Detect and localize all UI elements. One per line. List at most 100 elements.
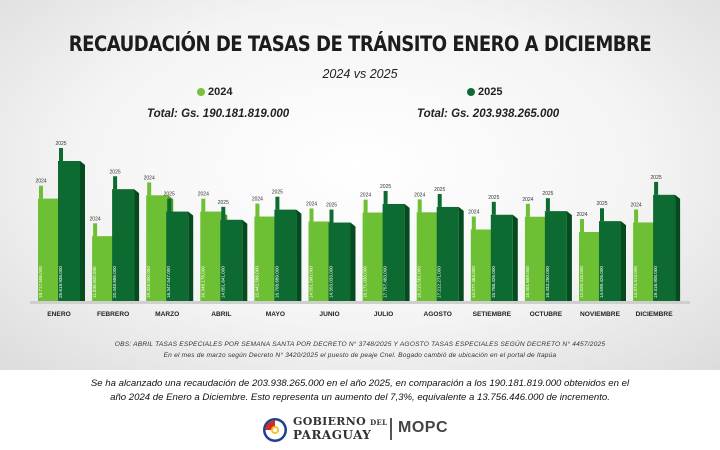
bar-marker-2025-enero [59,148,63,161]
bar-value-label-2025-agosto: 17.212.271.000 [437,266,442,298]
bar-2024-diciembre [633,222,656,301]
bar-marker-2024-octubre [525,203,530,217]
bar-side-2025-abril [242,219,248,301]
bar-marker-2024-diciembre [634,209,639,223]
bar-marker-2025-mayo [275,196,280,210]
bar-year-label-2025-setiembre: 2025 [488,195,499,201]
bar-marker-2024-noviembre [580,219,584,233]
category-label-febrero: FEBRERO [97,311,129,318]
bar-year-label-2025-abril: 2025 [218,200,229,206]
bar-year-label-2025-febrero: 2025 [110,169,121,175]
bar-marker-2024-agosto [417,199,422,213]
category-label-diciembre: DICIEMBRE [636,311,674,318]
legend-2024-dot-icon [197,88,205,96]
bar-value-label-2024-junio: 14.551.560.000 [309,266,314,298]
bar-marker-2025-febrero [113,176,118,190]
bar-side-2025-agosto [458,206,464,301]
bar-marker-2024-julio [363,199,368,213]
category-label-noviembre: NOVIEMBRE [580,311,621,318]
bar-marker-2025-marzo [167,198,172,212]
bar-value-label-2025-marzo: 16.347.547.000 [166,266,171,298]
bar-year-label-2024-diciembre: 2024 [631,202,642,208]
bar-side-2025-junio [350,222,356,301]
bar-value-label-2024-agosto: 16.215.561.000 [417,266,422,298]
bar-2024-febrero [92,236,115,301]
bar-year-label-2025-marzo: 2025 [164,192,175,198]
bar-2025-octubre [544,211,567,301]
bar-year-label-2024-octubre: 2024 [522,197,533,203]
bar-2025-julio [382,203,405,301]
bar-value-label-2025-octubre: 16.433.250.000 [545,266,550,298]
bar-year-label-2024-abril: 2024 [198,192,209,198]
category-label-enero: ENERO [47,311,70,318]
bar-year-label-2024-junio: 2024 [306,201,317,207]
bar-value-label-2024-setiembre: 13.077.463.000 [471,266,476,298]
bar-marker-2025-junio [329,209,334,223]
bar-side-2025-mayo [296,209,302,301]
bar-2025-mayo [274,209,297,301]
bar-2024-enero [38,198,60,301]
obs-note: OBS: ABRIL TASAS ESPECIALES POR SEMANA S… [114,341,606,348]
bar-value-label-2025-noviembre: 14.599.426.000 [599,266,604,298]
bar-year-label-2025-diciembre: 2025 [651,175,662,181]
bar-chart: 2024 18.717.506.000 2025 25.619.938.000 ENER… [30,141,690,318]
bar-2024-abril [200,211,223,301]
bar-value-label-2024-febrero: 11.838.000.000 [92,266,97,298]
legend-2025-label: 2025 [478,86,503,98]
bar-value-label-2024-abril: 16.348.178.000 [200,266,205,298]
bar-value-label-2025-febrero: 20.448.686.000 [112,266,117,298]
bar-value-label-2025-enero: 25.619.938.000 [58,266,63,298]
bar-2024-agosto [416,212,439,301]
bar-value-label-2024-noviembre: 12.620.418.000 [579,266,584,298]
bar-year-label-2024-mayo: 2024 [252,197,263,203]
bar-2024-julio [362,212,385,301]
bar-marker-2024-setiembre [471,216,476,230]
bar-side-2025-octubre [566,211,572,301]
bar-marker-2024-marzo [147,182,152,196]
bar-2024-setiembre [470,229,493,301]
bar-2025-diciembre [653,194,676,301]
bar-marker-2025-octubre [545,198,550,212]
bar-year-label-2025-enero: 2025 [55,141,66,147]
gov-line2: PARAGUAY [293,428,372,442]
gov-line1: GOBIERNO [293,415,366,428]
category-label-julio: JULIO [374,311,393,318]
bar-marker-2025-agosto [437,193,442,207]
bar-side-2025-diciembre [675,194,681,301]
bar-year-label-2025-agosto: 2025 [434,187,445,193]
bar-marker-2024-junio [309,208,314,222]
bar-year-label-2024-julio: 2024 [360,193,371,199]
bar-marker-2025-diciembre [654,181,659,195]
footer: GOBIERNO DEL PARAGUAY MOPC [0,412,720,444]
bar-marker-2024-enero [39,185,43,199]
bar-side-2025-julio [404,203,410,301]
government-seal-icon [263,418,287,442]
bar-value-label-2025-julio: 17.757.483.000 [383,266,388,298]
bar-value-label-2025-diciembre: 19.416.908.000 [653,266,658,298]
bar-2025-marzo [166,211,189,301]
total-2024: Total: Gs. 190.181.819.000 [147,108,290,120]
bar-side-2025-setiembre [512,214,518,301]
chart-subtitle: 2024 vs 2025 [322,67,398,81]
bar-value-label-2025-mayo: 16.708.689.000 [274,266,279,298]
bar-year-label-2025-julio: 2025 [380,184,391,190]
bar-value-label-2024-marzo: 19.326.000.000 [146,266,151,298]
bar-2025-agosto [436,206,459,301]
category-label-octubre: OCTUBRE [530,311,563,318]
bar-side-2025-enero [80,161,85,301]
legend-2025-dot-icon [467,88,475,96]
bar-year-label-2024-agosto: 2024 [414,192,425,198]
bar-value-label-2024-mayo: 15.442.586.000 [254,266,259,298]
bar-value-label-2025-abril: 14.851.641.000 [220,266,225,298]
legend-2024: 2024 [197,86,232,98]
gov-del: DEL [370,418,388,427]
bar-2024-junio [308,221,331,301]
summary-text: Se ha alcanzado una recaudación de 203.9… [90,378,630,403]
category-label-junio: JUNIO [319,311,339,318]
bar-2025-junio [328,222,351,301]
bar-2025-noviembre [599,221,621,301]
bar-year-label-2024-marzo: 2024 [144,175,155,181]
total-2025: Total: Gs. 203.938.265.000 [417,108,560,120]
bar-marker-2025-noviembre [600,208,604,222]
bar-year-label-2025-junio: 2025 [326,203,337,209]
